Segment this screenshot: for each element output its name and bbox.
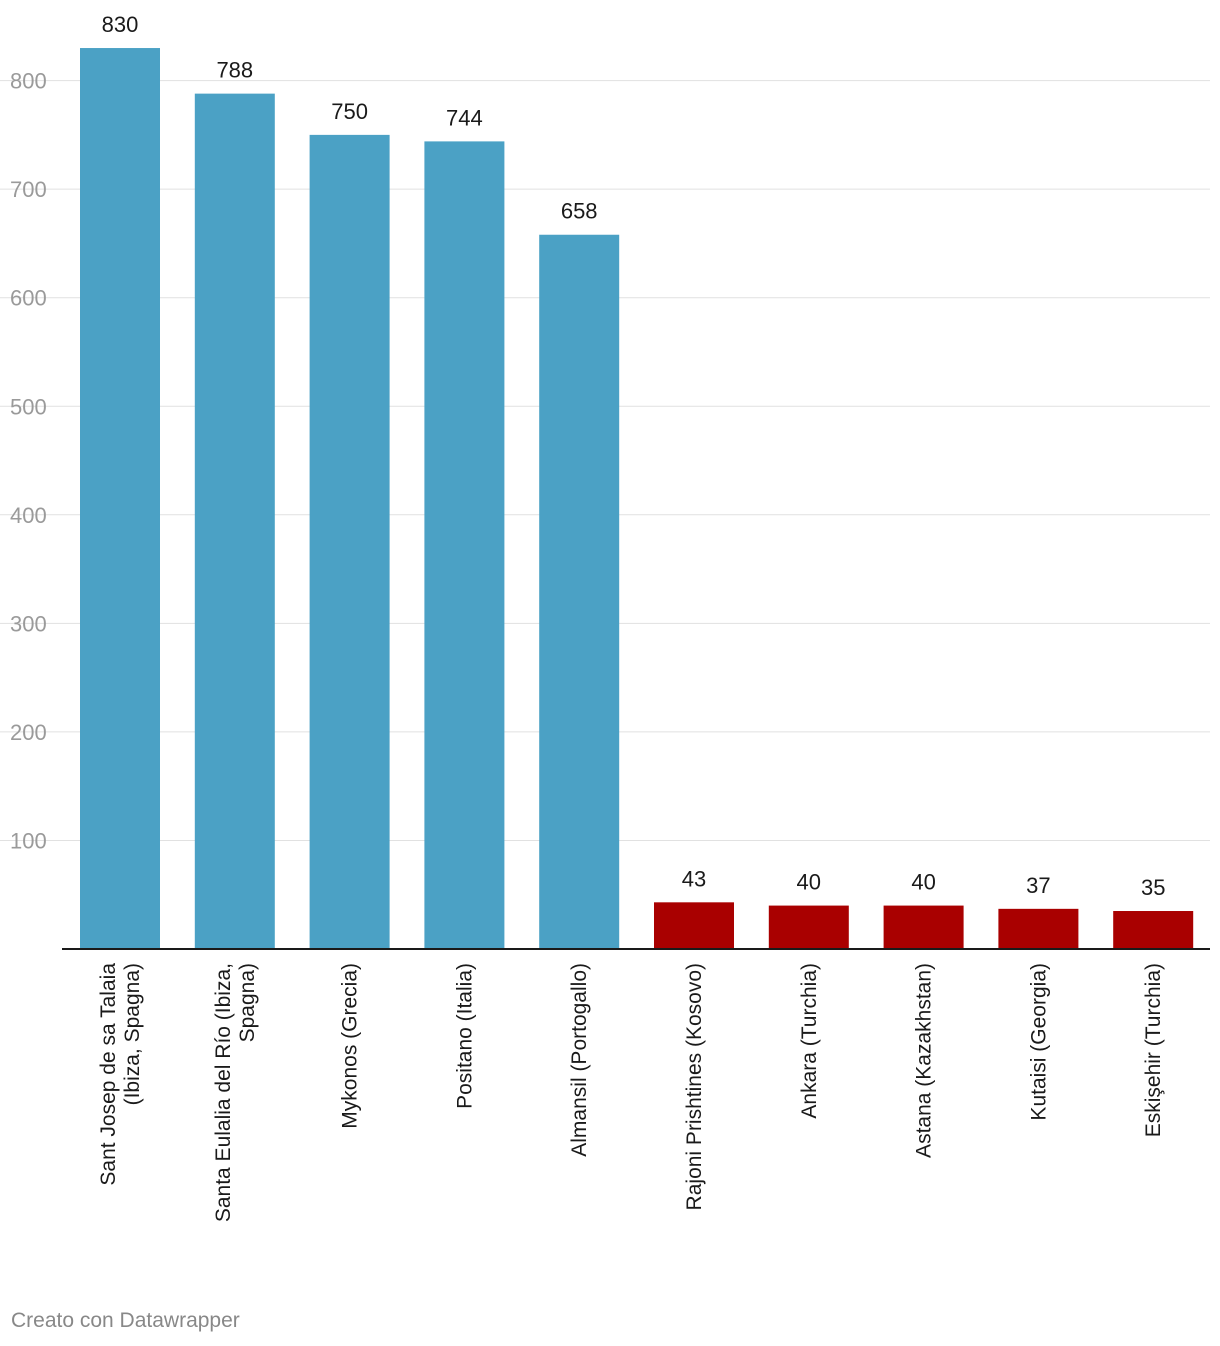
category-label: Mykonos (Grecia) [339,963,362,1129]
value-label: 35 [1141,875,1165,900]
category-label-line: Mykonos (Grecia) [339,963,362,1129]
bar [539,234,620,950]
category-label-line: Ankara (Turchia) [798,963,821,1119]
category-label-line: (Ibiza, Spagna) [121,963,144,1105]
category-label-line: Santa Eulalia del Río (Ibiza, [212,963,235,1222]
category-label-line: Almansil (Portogallo) [568,963,591,1157]
y-tick-label: 400 [10,503,47,528]
category-label: Sant Josep de sa Talaia(Ibiza, Spagna) [97,963,144,1186]
bar [80,48,160,950]
value-label: 43 [682,866,706,891]
category-label: Rajoni Prishtines (Kosovo) [683,963,706,1210]
category-label-line: Eskişehir (Turchia) [1142,963,1165,1137]
category-label-line: Astana (Kazakhstan) [913,963,936,1158]
value-label: 40 [797,870,821,895]
footer-credit: Creato con Datawrapper [11,1309,240,1332]
value-label: 37 [1026,873,1050,898]
category-label-line: Spagna) [236,963,259,1042]
category-label-line: Sant Josep de sa Talaia [97,963,120,1186]
category-label: Positano (Italia) [453,963,476,1109]
bar [309,134,390,949]
y-tick-label: 300 [10,611,47,636]
value-labels: 830 788 750 744 658 43 40 40 37 35 [102,12,1166,900]
category-label-line: Rajoni Prishtines (Kosovo) [683,963,706,1210]
category-label-line: Kutaisi (Georgia) [1027,963,1050,1121]
y-tick-label: 100 [10,828,47,853]
y-tick-label: 800 [10,69,47,94]
bar [424,141,505,949]
category-label: Astana (Kazakhstan) [913,963,936,1158]
bar [194,93,275,950]
y-axis-ticks: 100 200 300 400 500 600 700 800 [10,69,47,854]
category-label: Ankara (Turchia) [798,963,821,1119]
value-label: 658 [561,199,598,224]
y-tick-label: 700 [10,177,47,202]
value-label: 788 [216,58,253,83]
y-tick-label: 200 [10,720,47,745]
bar-chart: 100 200 300 400 500 600 700 800 830 788 750 744 658… [0,12,1210,1222]
bar [883,905,964,949]
bar [768,905,849,949]
bar [1113,911,1194,949]
value-label: 40 [911,870,935,895]
value-label: 750 [331,99,368,124]
value-label: 830 [102,12,139,37]
y-tick-label: 600 [10,286,47,311]
category-label-line: Positano (Italia) [453,963,476,1109]
category-label: Santa Eulalia del Río (Ibiza,Spagna) [212,963,259,1222]
category-label: Almansil (Portogallo) [568,963,591,1157]
y-tick-label: 500 [10,394,47,419]
category-label: Eskişehir (Turchia) [1142,963,1165,1137]
bar [998,908,1079,949]
bar [654,902,734,949]
category-label: Kutaisi (Georgia) [1027,963,1050,1121]
bars [80,48,1194,950]
value-label: 744 [446,105,483,130]
category-labels: Sant Josep de sa Talaia(Ibiza, Spagna) Sa… [97,963,1165,1222]
